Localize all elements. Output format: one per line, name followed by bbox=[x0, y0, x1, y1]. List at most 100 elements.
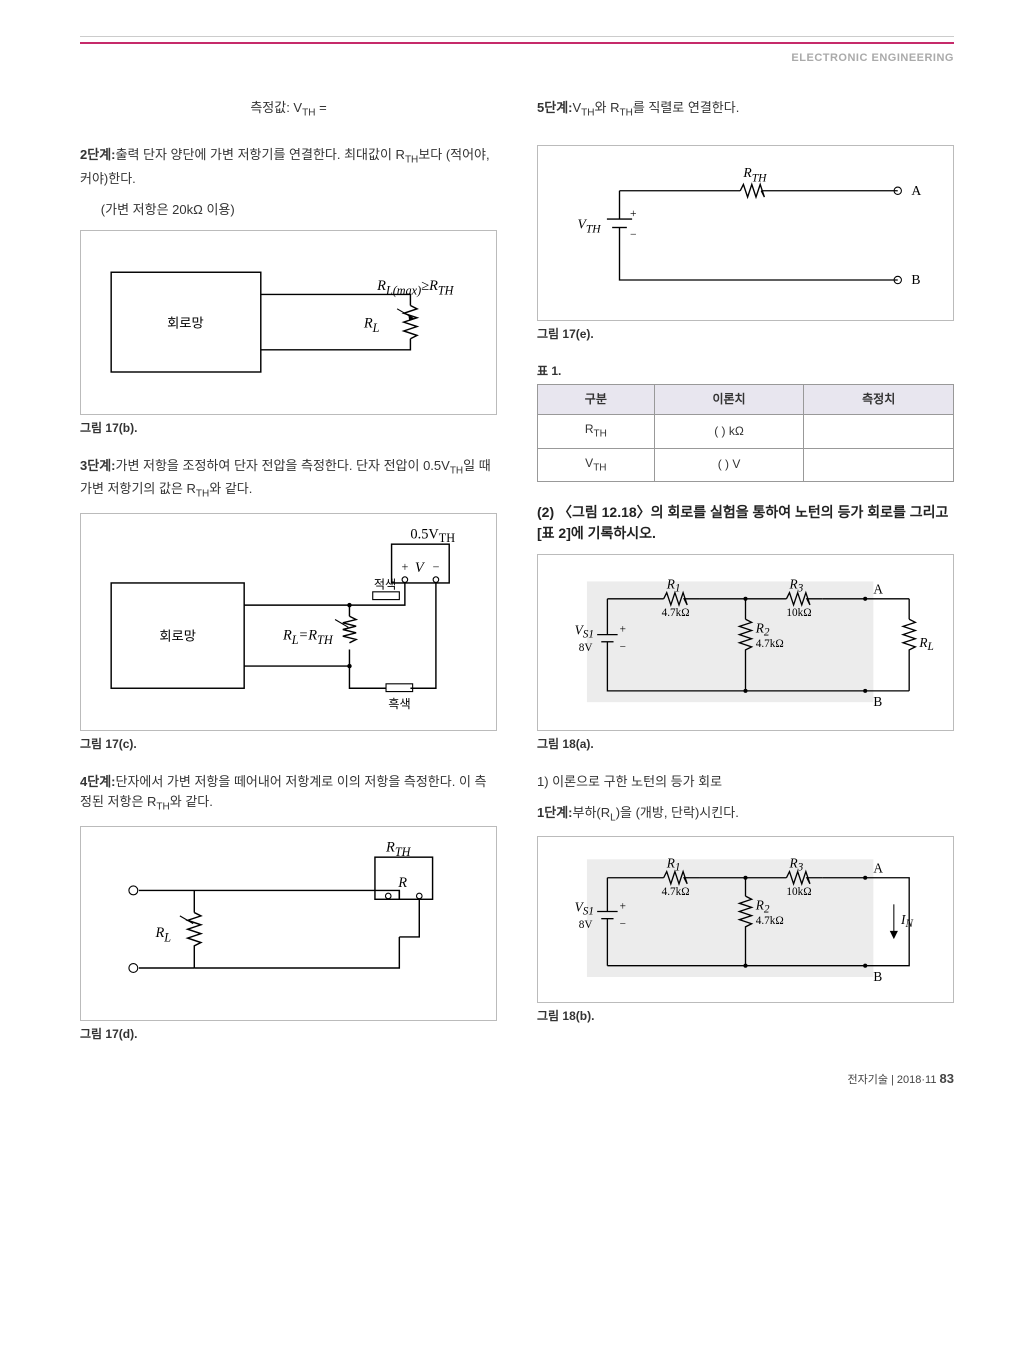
fig17b-rl: RL bbox=[363, 316, 380, 335]
fig18a-svg: R1 4.7kΩ R3 10kΩ +− VS1 8V R2 4. bbox=[546, 563, 945, 722]
svg-text:+: + bbox=[620, 624, 626, 636]
step1-text: 1단계:부하(RL)을 (개방, 단락)시킨다. bbox=[537, 803, 954, 827]
svg-text:4.7kΩ: 4.7kΩ bbox=[756, 638, 784, 650]
step2-lead: 2단계: bbox=[80, 147, 115, 162]
step5-body3: 를 직렬로 연결한다. bbox=[633, 100, 740, 115]
step3-sub2: TH bbox=[196, 489, 209, 500]
tbl1-h0: 구분 bbox=[538, 385, 655, 415]
fig17d-caption: 그림 17(d). bbox=[80, 1025, 497, 1044]
step2-note: (가변 저항은 20kΩ 이용) bbox=[80, 200, 497, 221]
step1-lead: 1단계: bbox=[537, 805, 572, 820]
step5-sub2: TH bbox=[619, 107, 632, 118]
fig18b-svg: R1 4.7kΩ R3 10kΩ +− VS1 8V R2 4.7kΩ bbox=[546, 845, 945, 993]
step4-body: 단자에서 가변 저항을 떼어내어 저항계로 이의 저항을 측정한다. 이 측정된… bbox=[80, 774, 486, 810]
svg-text:8V: 8V bbox=[579, 919, 593, 931]
step1-body: 부하(R bbox=[572, 805, 610, 820]
step2-text: 2단계:출력 단자 양단에 가변 저항기를 연결한다. 최대값이 RTH보다 (… bbox=[80, 145, 497, 189]
svg-text:B: B bbox=[873, 969, 882, 984]
fig17e-rth: RTH bbox=[742, 165, 767, 184]
svg-text:B: B bbox=[873, 694, 882, 709]
fig17e-a: A bbox=[911, 183, 921, 198]
svg-text:−: − bbox=[620, 918, 626, 930]
header-category: ELECTRONIC ENGINEERING bbox=[80, 50, 954, 68]
p1-text: 1) 이론으로 구한 노턴의 등가 회로 bbox=[537, 772, 954, 793]
figure-18b: R1 4.7kΩ R3 10kΩ +− VS1 8V R2 4.7kΩ bbox=[537, 836, 954, 1002]
step3-text: 3단계:가변 저항을 조정하여 단자 전압을 측정한다. 단자 전압이 0.5V… bbox=[80, 456, 497, 503]
fig17c-meter-label: 0.5VTH bbox=[410, 527, 455, 545]
step3-body: 가변 저항을 조정하여 단자 전압을 측정한다. 단자 전압이 0.5V bbox=[115, 458, 449, 473]
fig17c-red: 적색 bbox=[374, 578, 396, 592]
fig17e-b: B bbox=[911, 272, 920, 287]
fig17e-caption: 그림 17(e). bbox=[537, 325, 954, 344]
meas-sub: TH bbox=[302, 107, 315, 118]
footer-date: 2018·11 bbox=[897, 1074, 940, 1086]
page-footer: 전자기술 | 2018·11 83 bbox=[80, 1069, 954, 1090]
fig17d-rth: RTH bbox=[385, 840, 412, 859]
fig17c-black: 흑색 bbox=[388, 697, 410, 711]
svg-text:+: + bbox=[630, 208, 637, 220]
footer-page: 83 bbox=[940, 1071, 954, 1086]
fig18a-caption: 그림 18(a). bbox=[537, 735, 954, 754]
tbl1-row-1: VTH ( ) V bbox=[538, 448, 954, 481]
footer-sep: | bbox=[888, 1074, 897, 1086]
meas-eq: = bbox=[315, 100, 326, 115]
svg-text:+: + bbox=[402, 560, 409, 574]
step4-sub: TH bbox=[156, 802, 169, 813]
step1-body2: )을 (개방, 단락)시킨다. bbox=[616, 805, 739, 820]
svg-text:+: + bbox=[620, 901, 626, 913]
figure-17c: 회로망 RL=RTH 0.5VTH V + − bbox=[80, 513, 497, 731]
left-column: 측정값: VTH = 2단계:출력 단자 양단에 가변 저항기를 연결한다. 최… bbox=[80, 94, 497, 1045]
step4-lead: 4단계: bbox=[80, 774, 115, 789]
fig17b-caption: 그림 17(b). bbox=[80, 419, 497, 438]
tbl1-h1: 이론치 bbox=[654, 385, 804, 415]
svg-text:A: A bbox=[873, 582, 883, 597]
svg-text:−: − bbox=[630, 229, 637, 241]
table1-caption: 표 1. bbox=[537, 362, 954, 381]
svg-text:RL: RL bbox=[918, 635, 933, 653]
tbl1-h2: 측정치 bbox=[804, 385, 954, 415]
fig17e-vth: VTH bbox=[578, 217, 602, 236]
fig17c-rl: RL=RTH bbox=[282, 627, 334, 646]
tbl1-row-0: RTH ( ) kΩ bbox=[538, 415, 954, 448]
step4-body2: 와 같다. bbox=[170, 794, 213, 809]
svg-text:−: − bbox=[433, 560, 440, 574]
step2-body: 출력 단자 양단에 가변 저항기를 연결한다. 최대값이 R bbox=[115, 147, 404, 162]
fig17c-caption: 그림 17(c). bbox=[80, 735, 497, 754]
step5-text: 5단계:VTH와 RTH를 직렬로 연결한다. bbox=[537, 98, 954, 122]
figure-17e: RTH + − VTH A B bbox=[537, 145, 954, 321]
figure-18a: R1 4.7kΩ R3 10kΩ +− VS1 8V R2 4. bbox=[537, 554, 954, 731]
step3-lead: 3단계: bbox=[80, 458, 115, 473]
step3-body3: 와 같다. bbox=[209, 481, 252, 496]
figure-17b: 회로망 RL RL(max)≥RTH bbox=[80, 230, 497, 414]
header-rule bbox=[80, 42, 954, 44]
measurement-line: 측정값: VTH = bbox=[80, 98, 497, 122]
right-column: 5단계:VTH와 RTH를 직렬로 연결한다. RTH + − VTH bbox=[537, 94, 954, 1045]
fig17c-v: V bbox=[415, 560, 426, 576]
svg-text:4.7kΩ: 4.7kΩ bbox=[756, 915, 784, 927]
fig17c-svg: 회로망 RL=RTH 0.5VTH V + − bbox=[89, 522, 488, 722]
svg-text:10kΩ: 10kΩ bbox=[786, 886, 811, 898]
fig18b-caption: 그림 18(b). bbox=[537, 1007, 954, 1026]
fig17b-network: 회로망 bbox=[167, 316, 204, 331]
meas-label: 측정값: V bbox=[250, 100, 302, 115]
step5-sub1: TH bbox=[581, 107, 594, 118]
page-root: ELECTRONIC ENGINEERING 측정값: VTH = 2단계:출력… bbox=[0, 0, 1024, 1119]
step2-sub: TH bbox=[405, 155, 418, 166]
fig17d-svg: RL RTH R bbox=[89, 835, 488, 1012]
two-column-layout: 측정값: VTH = 2단계:출력 단자 양단에 가변 저항기를 연결한다. 최… bbox=[80, 94, 954, 1045]
svg-text:4.7kΩ: 4.7kΩ bbox=[662, 886, 690, 898]
fig17e-svg: RTH + − VTH A B bbox=[546, 154, 945, 312]
svg-text:IN: IN bbox=[900, 912, 914, 930]
figure-17d: RL RTH R bbox=[80, 826, 497, 1021]
svg-text:8V: 8V bbox=[579, 642, 593, 654]
fig17d-r: R bbox=[397, 875, 407, 891]
fig17b-rlmax: RL(max)≥RTH bbox=[376, 278, 454, 297]
step3-sub: TH bbox=[450, 465, 463, 476]
svg-text:−: − bbox=[620, 641, 626, 653]
step5-body2: 와 R bbox=[595, 100, 620, 115]
fig17d-rl: RL bbox=[155, 925, 172, 944]
step5-lead: 5단계: bbox=[537, 100, 572, 115]
footer-mag: 전자기술 bbox=[847, 1074, 887, 1086]
question-2: (2) 〈그림 12.18〉의 회로를 실험을 통하여 노턴의 등가 회로를 그… bbox=[537, 502, 954, 544]
fig17c-network: 회로망 bbox=[159, 629, 196, 644]
